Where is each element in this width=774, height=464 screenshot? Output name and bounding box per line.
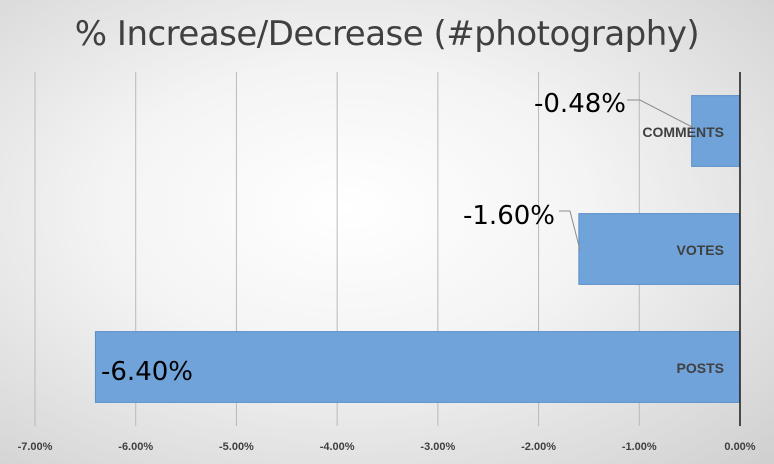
leader-line — [627, 99, 695, 129]
category-label: VOTES — [677, 242, 724, 258]
leader-line — [559, 210, 581, 251]
bar — [94, 331, 741, 403]
data-label: -1.60% — [463, 201, 555, 231]
bar — [578, 213, 741, 285]
category-label: POSTS — [677, 360, 724, 376]
x-tick-label: 0.00% — [724, 441, 755, 453]
x-tick-label: -6.00% — [118, 441, 153, 453]
x-tick-label: -2.00% — [521, 441, 556, 453]
data-label: -0.48% — [534, 89, 626, 119]
x-tick-label: -5.00% — [219, 441, 254, 453]
x-tick-label: -4.00% — [320, 441, 355, 453]
data-label: -6.40% — [101, 357, 193, 387]
x-tick-label: -1.00% — [622, 441, 657, 453]
x-tick-label: -3.00% — [420, 441, 455, 453]
category-label: COMMENTS — [642, 124, 724, 140]
x-tick-label: -7.00% — [18, 441, 53, 453]
chart-title: % Increase/Decrease (#photography) — [74, 14, 700, 54]
